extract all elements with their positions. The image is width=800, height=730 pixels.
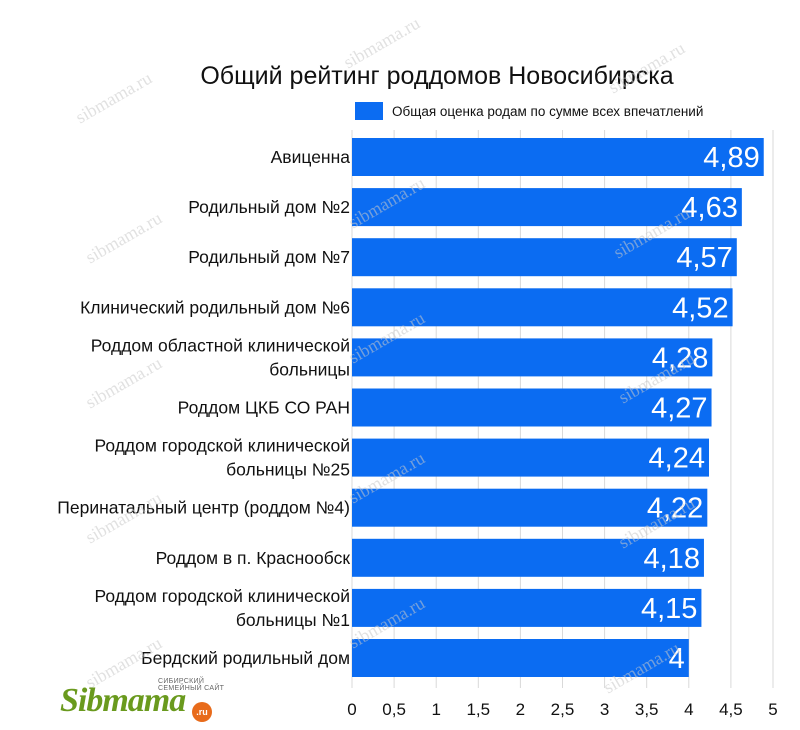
category-label: Перинатальный центр (роддом №4) [57,498,350,518]
category-label: Роддом городской клинической [94,436,350,456]
category-label: Бердский родильный дом [141,648,350,668]
category-label: больницы №1 [236,610,350,630]
x-tick-label: 1 [431,700,440,719]
category-label: больницы №25 [226,460,350,480]
bar-value-label: 4,28 [652,342,708,374]
bar [352,488,708,527]
bar-value-label: 4,22 [647,493,703,525]
x-tick-label: 3 [600,700,609,719]
logo-tagline: СИБИРСКИЙ СЕМЕЙНЫЙ САЙТ [158,678,225,692]
bar [352,639,689,677]
bar-value-label: 4,27 [651,393,707,425]
logo-wordmark: Sibmama [60,682,186,719]
chart-title: Общий рейтинг роддомов Новосибирска [200,62,673,90]
site-logo: СИБИРСКИЙ СЕМЕЙНЫЙ САЙТ Sibmama .ru [60,678,230,726]
x-tick-label: 4 [684,700,693,719]
bar-value-label: 4,24 [649,443,705,475]
logo-domain-badge: .ru [192,702,212,722]
x-tick-label: 0 [347,700,356,719]
legend-label: Общая оценка родам по сумме всех впечатл… [392,104,703,119]
bar-value-label: 4,89 [703,142,759,174]
bar-value-label: 4,15 [641,593,697,625]
x-tick-label: 0,5 [382,700,406,719]
x-tick-label: 5 [768,700,777,719]
bar-value-label: 4,18 [644,543,700,575]
category-label: Родильный дом №2 [188,197,350,217]
bar [352,388,712,427]
bar [352,238,737,277]
bar [352,538,704,577]
category-label: Роддом городской клинической [94,586,350,606]
category-label: Роддом областной клинической [91,335,350,355]
bar [352,188,742,227]
x-tick-label: 1,5 [466,700,490,719]
category-label: Клинический родильный дом №6 [80,297,350,317]
bar [352,338,713,377]
bar-value-label: 4,63 [681,192,737,224]
bar-value-label: 4,57 [676,242,732,274]
category-label: больницы [269,359,350,379]
x-tick-label: 4,5 [719,700,743,719]
bar-value-label: 4 [669,643,685,675]
bar [352,588,702,627]
bar [352,138,764,176]
x-tick-label: 3,5 [635,700,659,719]
bar [352,438,710,477]
bar-value-label: 4,52 [672,292,728,324]
legend-swatch [355,102,383,120]
x-tick-label: 2,5 [551,700,575,719]
category-label: Авиценна [271,147,351,167]
category-label: Роддом в п. Краснообск [156,548,351,568]
category-label: Родильный дом №7 [188,247,350,267]
bar [352,288,733,327]
category-label: Роддом ЦКБ СО РАН [178,398,350,418]
x-tick-label: 2 [516,700,525,719]
